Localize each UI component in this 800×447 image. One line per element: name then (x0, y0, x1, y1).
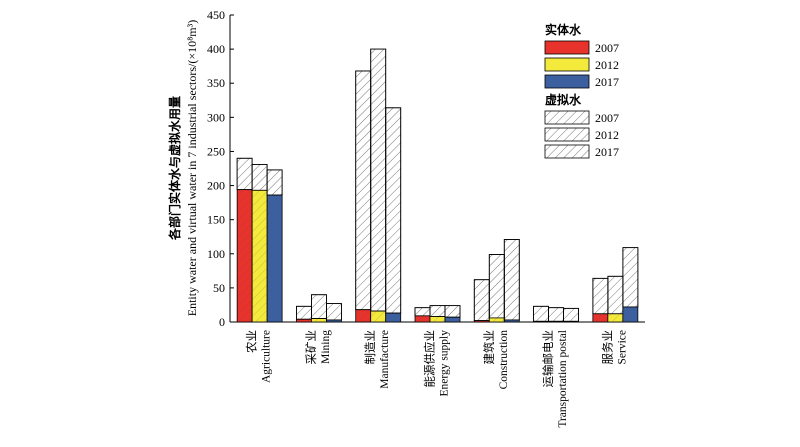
bar-virtual-outline-2012 (251, 164, 268, 191)
category-label-en: Agriculture (261, 330, 273, 383)
bar-entity-hatch-2017 (385, 313, 401, 322)
y-tick-label: 250 (207, 144, 225, 158)
legend-swatch-virtual-2017 (544, 144, 590, 159)
legend-swatch-virtual-2012 (544, 127, 590, 142)
y-axis-title-zh: 各部门实体水与虚拟水用量 (167, 96, 182, 241)
bar-virtual-outline-2012 (370, 48, 387, 312)
bar-virtual-outline-2012 (607, 275, 624, 315)
y-tick-label: 450 (207, 8, 225, 22)
bar-entity-hatch-2007 (296, 319, 312, 322)
legend-swatch-virtual-2007 (544, 110, 590, 125)
bar-entity-hatch-2017 (445, 317, 460, 322)
category-label-en: Energy supply (439, 330, 451, 397)
legend-swatch-entity-2007 (544, 40, 590, 55)
bar-virtual-outline-2017 (503, 239, 520, 321)
category-label-zh: 制造业 (363, 330, 377, 365)
bar-entity-hatch-2007 (415, 315, 430, 322)
legend-label-entity: 2007 (595, 41, 619, 55)
bar-entity-hatch-2007 (592, 313, 608, 322)
bar-virtual-outline-2007 (592, 277, 609, 315)
bar-virtual-outline-2007 (414, 307, 431, 317)
bar-entity-hatch-2017 (326, 319, 342, 322)
y-tick-label: 200 (207, 179, 225, 193)
category-label-en: Mining (320, 330, 332, 364)
legend-label-virtual: 2017 (595, 145, 619, 159)
y-tick-label: 100 (207, 247, 225, 261)
category-label-zh: 农业 (245, 330, 259, 353)
bar-entity-hatch-2012 (430, 316, 445, 322)
category-label-en: Construction (498, 330, 510, 390)
bar-virtual-outline-2007 (533, 305, 549, 322)
bar-entity-hatch-2012 (311, 318, 327, 322)
bar-entity-hatch-2012 (607, 313, 623, 322)
bar-virtual-outline-2007 (355, 70, 372, 311)
category-label-en: Manufacture (379, 330, 391, 389)
bar-entity-hatch-2017 (622, 306, 638, 322)
bar-entity-hatch-2007 (237, 189, 253, 322)
bar-entity-hatch-2007 (533, 321, 549, 322)
bar-entity-hatch-2017 (267, 195, 283, 322)
legend-label-entity: 2012 (595, 58, 619, 72)
bar-virtual-outline-2007 (473, 279, 490, 322)
category-label-zh: 能源供应业 (423, 330, 437, 388)
category-label-zh: 运输邮电业 (541, 330, 555, 388)
bar-virtual-outline-2017 (326, 303, 342, 321)
bar-virtual-outline-2012 (548, 307, 564, 322)
bar-virtual-outline-2017 (622, 247, 639, 308)
category-label-zh: 采矿业 (305, 330, 318, 365)
legend-label-virtual: 2012 (595, 128, 619, 142)
legend-label-virtual: 2007 (595, 111, 619, 125)
legend-title-entity: 实体水 (545, 22, 582, 37)
bar-entity-hatch-2012 (252, 190, 268, 322)
legend-label-entity: 2017 (595, 75, 619, 89)
y-tick-label: 350 (207, 76, 225, 90)
bar-virtual-outline-2017 (385, 107, 402, 314)
bar-virtual-outline-2017 (444, 305, 461, 318)
y-tick-label: 50 (213, 281, 225, 295)
category-label-zh: 建筑业 (482, 330, 496, 365)
bar-entity-hatch-2017 (504, 319, 520, 322)
bar-virtual-outline-2007 (296, 305, 312, 320)
y-axis-title-en: Entity water and virtual water in 7 indu… (185, 20, 199, 316)
legend-swatch-entity-2012 (544, 57, 590, 72)
bar-virtual-outline-2017 (563, 307, 579, 322)
bar-virtual-outline-2007 (236, 157, 253, 191)
bar-entity-hatch-2017 (563, 321, 579, 322)
bar-entity-hatch-2012 (489, 317, 505, 322)
y-tick-label: 400 (207, 42, 225, 56)
bar-virtual-outline-2012 (311, 294, 327, 319)
bar-entity-hatch-2012 (548, 321, 564, 322)
bar-virtual-outline-2012 (488, 254, 505, 319)
bar-virtual-outline-2017 (266, 169, 283, 196)
y-tick-label: 300 (207, 110, 225, 124)
y-tick-label: 0 (219, 315, 225, 329)
category-label-zh: 服务业 (600, 330, 614, 365)
bar-entity-hatch-2007 (355, 309, 371, 322)
bar-entity-hatch-2012 (370, 311, 386, 322)
bar-entity-hatch-2007 (474, 320, 490, 322)
legend-swatch-entity-2017 (544, 74, 590, 89)
category-label-en: Service (616, 330, 628, 364)
bar-virtual-outline-2012 (429, 305, 446, 317)
y-tick-label: 150 (207, 213, 225, 227)
category-label-en: Transportation postal (557, 330, 569, 428)
legend-title-virtual: 虚拟水 (545, 92, 582, 107)
